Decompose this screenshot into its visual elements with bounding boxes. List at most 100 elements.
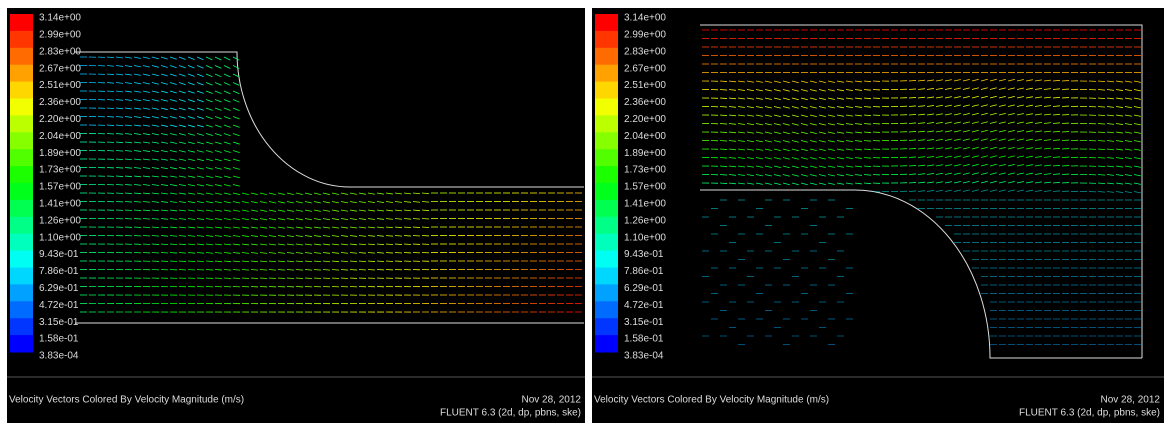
colorbar-label: 1.26e+00: [624, 215, 666, 226]
colorbar-label: 1.73e+00: [39, 165, 81, 176]
vector: [125, 202, 132, 203]
colorbar-band: [10, 149, 33, 166]
vector: [720, 175, 727, 176]
vector: [116, 168, 123, 169]
vector: [720, 183, 727, 184]
colorbar-label: 3.14e+00: [39, 13, 81, 24]
colorbar-band: [595, 335, 618, 352]
colorbar-band: [595, 318, 618, 335]
date: Nov 28, 2012: [522, 395, 582, 406]
colorbar-label: 2.67e+00: [39, 63, 81, 74]
vector: [134, 227, 141, 228]
colorbar-label: 1.58e-01: [624, 334, 664, 345]
colorbar-band: [10, 14, 33, 31]
vector: [242, 278, 249, 279]
vector: [314, 278, 321, 279]
colorbar-label: 2.51e+00: [624, 80, 666, 91]
vector: [720, 124, 727, 125]
colorbar-label: 2.36e+00: [624, 97, 666, 108]
colorbar-label: 1.73e+00: [624, 165, 666, 176]
vector: [720, 166, 727, 167]
colorbar-band: [595, 166, 618, 183]
vector: [206, 270, 213, 271]
colorbar-label: 4.72e-01: [39, 300, 79, 311]
vector: [269, 278, 276, 279]
vector: [720, 81, 727, 82]
vector: [134, 219, 141, 220]
colorbar-band: [595, 251, 618, 268]
vector: [395, 253, 402, 254]
colorbar-label: 9.43e-01: [624, 249, 664, 260]
colorbar-label: 1.41e+00: [624, 199, 666, 210]
colorbar-label: 6.29e-01: [624, 283, 664, 294]
colorbar-band: [10, 234, 33, 251]
colorbar-label: 4.72e-01: [624, 300, 664, 311]
colorbar-band: [10, 166, 33, 183]
colorbar-band: [595, 217, 618, 234]
vector: [413, 236, 420, 237]
vector: [143, 236, 150, 237]
colorbar-label: 2.99e+00: [39, 30, 81, 41]
colorbar-label: 3.83e-04: [624, 351, 664, 362]
vector: [152, 244, 159, 245]
vector: [179, 261, 186, 262]
vector: [233, 278, 240, 279]
colorbar-band: [10, 318, 33, 335]
caption: Velocity Vectors Colored By Velocity Mag…: [9, 395, 244, 406]
vector: [720, 158, 727, 159]
colorbar-band: [595, 99, 618, 116]
vector: [107, 125, 114, 126]
colorbar-label: 2.67e+00: [624, 63, 666, 74]
vector: [287, 278, 294, 279]
colorbar-band: [10, 115, 33, 132]
vector: [197, 270, 204, 271]
colorbar-label: 7.86e-01: [39, 266, 79, 277]
colorbar-band: [595, 48, 618, 65]
colorbar-label: 1.26e+00: [39, 215, 81, 226]
colorbar-label: 1.41e+00: [39, 199, 81, 210]
colorbar-band: [10, 31, 33, 48]
colorbar-label: 1.89e+00: [624, 148, 666, 159]
vector: [720, 115, 727, 116]
caption: Velocity Vectors Colored By Velocity Mag…: [594, 395, 829, 406]
colorbar-label: 2.99e+00: [624, 30, 666, 41]
vector: [377, 261, 384, 262]
vector: [368, 261, 375, 262]
vector: [98, 57, 105, 58]
colorbar-band: [595, 234, 618, 251]
colorbar-band: [10, 65, 33, 82]
colorbar-band: [10, 251, 33, 268]
colorbar-band: [10, 268, 33, 285]
colorbar-band: [595, 268, 618, 285]
colorbar-label: 3.14e+00: [624, 13, 666, 24]
vector: [359, 270, 366, 271]
colorbar-band: [10, 99, 33, 116]
colorbar-band: [10, 217, 33, 234]
vector: [720, 149, 727, 150]
colorbar-label: 3.15e-01: [624, 317, 664, 328]
colorbar-band: [595, 183, 618, 200]
vector: [350, 270, 357, 271]
vector: [720, 107, 727, 108]
colorbar-band: [10, 284, 33, 301]
colorbar-band: [595, 284, 618, 301]
panel-background: [592, 8, 1164, 423]
vector: [413, 227, 420, 228]
vector: [116, 185, 123, 186]
colorbar-band: [10, 335, 33, 352]
colorbar-band: [595, 14, 618, 31]
vector: [278, 278, 285, 279]
colorbar-label: 2.83e+00: [624, 46, 666, 57]
colorbar-label: 2.04e+00: [39, 131, 81, 142]
colorbar-label: 2.51e+00: [39, 80, 81, 91]
colorbar-band: [595, 200, 618, 217]
colorbar-label: 1.10e+00: [39, 232, 81, 243]
colorbar-band: [10, 200, 33, 217]
vector: [305, 278, 312, 279]
vector: [404, 244, 411, 245]
colorbar-label: 1.57e+00: [39, 182, 81, 193]
colorbar-band: [10, 82, 33, 99]
colorbar-label: 2.04e+00: [624, 131, 666, 142]
colorbar-label: 1.10e+00: [624, 232, 666, 243]
